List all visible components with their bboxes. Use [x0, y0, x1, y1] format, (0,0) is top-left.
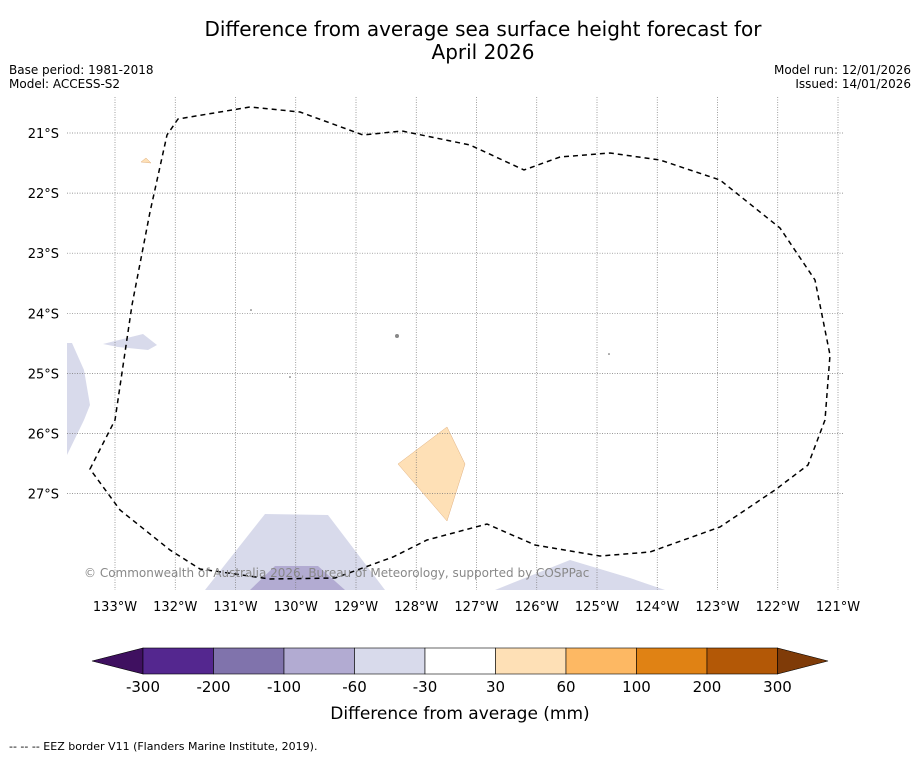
meta-left: Base period: 1981-2018 Model: ACCESS-S2 [9, 63, 154, 91]
model-run: Model run: 12/01/2026 [773, 63, 911, 77]
colorbar-tick-label: 60 [556, 678, 575, 696]
map-panel: © Commonwealth of Australia 2026, Bureau… [67, 97, 843, 590]
colorbar-segment [142, 647, 214, 675]
lat-label: 26°S [28, 428, 59, 443]
base-period: Base period: 1981-2018 [9, 63, 154, 77]
colorbar-tick-label: 100 [622, 678, 651, 696]
colorbar-segment [213, 647, 285, 675]
map-title: Difference from average sea surface heig… [0, 18, 919, 64]
colorbar-label: Difference from average (mm) [330, 704, 589, 724]
island-dot [250, 309, 252, 311]
colorbar [91, 647, 829, 675]
model-name: Model: ACCESS-S2 [9, 77, 121, 91]
eez-border [89, 106, 831, 580]
longitude-labels: 133°W 132°W 131°W 130°W 129°W 128°W 127°W 126°W… [93, 600, 860, 615]
anomaly-patch-south-purple [205, 514, 385, 590]
colorbar-segment [424, 647, 496, 675]
title-line-1: Difference from average sea surface heig… [204, 17, 762, 41]
issued-date: Issued: 14/01/2026 [795, 77, 911, 91]
lat-label: 27°S [28, 488, 59, 503]
lon-label: 127°W [454, 600, 498, 615]
anomaly-patch-small-purple [103, 334, 157, 350]
colorbar-extend-low [91, 647, 144, 675]
colorbar-tick-label: 200 [693, 678, 722, 696]
colorbar-segment [565, 647, 637, 675]
colorbar-tick-label: -200 [196, 678, 230, 696]
copyright-text: © Commonwealth of Australia 2026, Bureau… [84, 566, 589, 580]
lon-label: 132°W [153, 600, 197, 615]
colorbar-extend-high [777, 647, 829, 675]
lat-label: 24°S [28, 307, 59, 322]
map-figure: © Commonwealth of Australia 2026, Bureau… [28, 97, 860, 724]
lon-label: 121°W [816, 600, 860, 615]
lon-label: 124°W [635, 600, 679, 615]
lon-label: 129°W [334, 600, 378, 615]
lon-label: 122°W [756, 600, 800, 615]
lon-label: 130°W [274, 600, 318, 615]
graticule [67, 97, 843, 590]
lat-label: 22°S [28, 187, 59, 202]
latitude-labels: 21°S 22°S 23°S 24°S 25°S 26°S 27°S [28, 127, 59, 503]
lon-label: 128°W [394, 600, 438, 615]
lon-label: 126°W [515, 600, 559, 615]
anomaly-patch-orange [397, 426, 466, 522]
lon-label: 123°W [695, 600, 739, 615]
colorbar-tick-label: -60 [342, 678, 367, 696]
anomaly-patch-orange-small [140, 157, 152, 164]
colorbar-segment [283, 647, 355, 675]
colorbar-segment [495, 647, 567, 675]
lat-label: 23°S [28, 247, 59, 262]
colorbar-segment [636, 647, 708, 675]
colorbar-segment [706, 647, 778, 675]
island-dot [289, 376, 291, 378]
anomaly-patch-west-purple [67, 343, 90, 455]
island-dot [608, 353, 610, 355]
lat-label: 25°S [28, 367, 59, 382]
colorbar-tick-label: -100 [267, 678, 301, 696]
lon-label: 131°W [213, 600, 257, 615]
lon-label: 125°W [575, 600, 619, 615]
title-line-2: April 2026 [431, 40, 535, 64]
colorbar-tick-label: 300 [763, 678, 792, 696]
colorbar-tick-label: -300 [126, 678, 160, 696]
colorbar-segment [354, 647, 426, 675]
anomaly-patch-southeast-purple [495, 560, 665, 590]
lat-label: 21°S [28, 127, 59, 142]
colorbar-tick-label: -30 [413, 678, 438, 696]
colorbar-tick-label: 30 [486, 678, 505, 696]
footer-eez-note: -- -- -- EEZ border V11 (Flanders Marine… [9, 740, 318, 753]
colorbar-tick-labels: -300 -200 -100 -60 -30 30 60 100 200 300 [126, 678, 792, 696]
lon-label: 133°W [93, 600, 137, 615]
island-dot [395, 334, 399, 338]
meta-right: Model run: 12/01/2026 Issued: 14/01/2026 [774, 63, 911, 91]
